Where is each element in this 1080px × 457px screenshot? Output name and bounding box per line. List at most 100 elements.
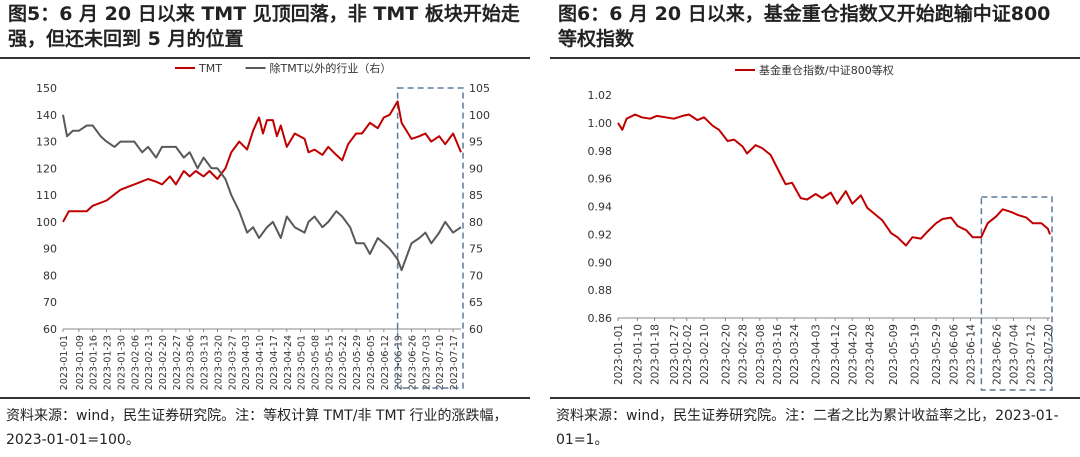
x-tick-label: 2023-03-24 [789, 324, 801, 385]
x-tick-label: 2023-04-24 [283, 335, 294, 390]
y-tick-label-right: 85 [469, 189, 483, 202]
y-tick-label-left: 0.98 [588, 145, 613, 158]
highlight-box [980, 196, 1053, 391]
x-tick-label: 2023-05-08 [310, 335, 321, 390]
source-note: 资料来源：wind，民生证券研究院。注：等权计算 TMT/非 TMT 行业的涨跌… [6, 408, 508, 448]
x-tick-label: 2023-02-13 [144, 335, 155, 390]
x-tick-label: 2023-03-13 [200, 335, 211, 390]
y-tick-label-right: 60 [469, 323, 483, 336]
x-tick-label: 2023-05-19 [910, 324, 922, 385]
x-tick-label: 2023-01-16 [89, 335, 100, 390]
x-tick-label: 2023-06-26 [407, 335, 418, 390]
y-tick-label-right: 90 [469, 162, 483, 175]
chart-panel-fund: 图6：6 月 20 日以来，基金重仓指数又开始跑输中证800 等权指数 0.86… [550, 0, 1080, 457]
x-tick-label: 2023-01-30 [116, 335, 127, 390]
chart-panel-tmt: 图5：6 月 20 日以来 TMT 见顶回落，非 TMT 板块开始走强，但还未回… [0, 0, 530, 457]
x-tick-label: 2023-02-10 [699, 324, 711, 385]
y-tick-label-left: 80 [43, 269, 57, 282]
x-tick-label: 2023-06-12 [380, 335, 391, 390]
x-tick-label: 2023-02-20 [158, 335, 169, 390]
y-tick-label-right: 100 [469, 109, 490, 122]
x-tick-label: 2023-03-16 [772, 324, 784, 385]
y-tick-label-right: 70 [469, 269, 483, 282]
y-tick-label-left: 110 [36, 189, 57, 202]
figure-title: 图5：6 月 20 日以来 TMT 见顶回落，非 TMT 板块开始走强，但还未回… [8, 3, 520, 50]
series-line [617, 113, 1051, 247]
x-tick-label: 2023-06-26 [991, 324, 1003, 385]
x-tick-label: 2023-02-02 [682, 324, 694, 385]
x-tick-label: 2023-04-28 [864, 324, 876, 385]
x-tick-label: 2023-06-06 [948, 324, 960, 385]
tmt-line-chart: 60 70 80 90 100 110 120 130 140 150 60 65 70 75 80 85 90… [36, 61, 490, 390]
x-tick-label: 2023-07-12 [1026, 324, 1038, 385]
x-tick-label: 2023-04-03 [811, 324, 823, 385]
y-tick-label-right: 95 [469, 136, 483, 149]
title-rule [550, 57, 1080, 59]
x-tick-label: 2023-01-27 [669, 324, 681, 385]
y-tick-label-left: 70 [43, 296, 57, 309]
x-tick-label: 2023-04-03 [241, 335, 252, 390]
x-tick-label: 2023-05-15 [324, 335, 335, 390]
highlight-box [396, 87, 464, 389]
y-tick-label-left: 1.00 [588, 117, 613, 130]
x-tick-label: 2023-01-23 [103, 335, 114, 390]
x-tick-label: 2023-07-04 [1008, 324, 1020, 385]
source-rule [0, 397, 530, 399]
y-tick-label-left: 0.96 [588, 173, 613, 186]
x-tick-label: 2023-04-17 [269, 335, 280, 390]
x-tick-label: 2023-05-09 [888, 324, 900, 385]
x-tick-label: 2023-07-20 [1043, 324, 1055, 385]
x-tick-label: 2023-05-22 [338, 335, 349, 390]
title-rule [0, 57, 530, 59]
x-tick-label: 2023-04-10 [255, 335, 266, 390]
x-tick-label: 2023-03-27 [227, 335, 238, 390]
x-tick-label: 2023-03-20 [213, 335, 224, 390]
series-line [62, 114, 462, 272]
y-tick-label-right: 65 [469, 296, 483, 309]
x-tick-label: 2023-02-06 [130, 335, 141, 390]
x-tick-label: 2023-07-17 [449, 335, 460, 390]
y-tick-label-left: 0.88 [588, 284, 613, 297]
x-tick-label: 2023-01-09 [75, 335, 86, 390]
series-line [62, 100, 462, 223]
y-tick-label-right: 105 [469, 82, 490, 95]
x-tick-label: 2023-04-12 [830, 324, 842, 385]
x-tick-label: 2023-01-01 [59, 335, 70, 390]
source-rule [550, 397, 1080, 399]
y-tick-label-left: 90 [43, 243, 57, 256]
y-tick-label-left: 150 [36, 82, 57, 95]
legend-label: 基金重仓指数/中证800等权 [759, 63, 894, 77]
x-tick-label: 2023-05-29 [352, 335, 363, 390]
x-tick-label: 2023-03-06 [186, 335, 197, 390]
y-tick-label-left: 120 [36, 162, 57, 175]
y-tick-label-left: 0.94 [588, 201, 613, 214]
x-tick-label: 2023-05-01 [297, 335, 308, 390]
x-tick-label: 2023-04-20 [847, 324, 859, 385]
y-tick-label-left: 1.02 [588, 89, 613, 102]
x-tick-label: 2023-05-29 [931, 324, 943, 385]
y-tick-label-left: 100 [36, 216, 57, 229]
y-tick-label-right: 80 [469, 216, 483, 229]
x-tick-label: 2023-01-18 [650, 324, 662, 385]
x-tick-label: 2023-02-20 [720, 324, 732, 385]
legend-label: TMT [198, 62, 222, 75]
x-tick-label: 2023-07-03 [421, 335, 432, 390]
x-tick-label: 2023-06-14 [965, 324, 977, 385]
x-tick-label: 2023-03-08 [755, 324, 767, 385]
x-tick-label: 2023-06-19 [394, 335, 405, 390]
x-tick-label: 2023-02-27 [172, 335, 183, 390]
y-tick-label-left: 0.90 [588, 256, 613, 269]
figure-title: 图6：6 月 20 日以来，基金重仓指数又开始跑输中证800 等权指数 [558, 3, 1051, 50]
x-tick-label: 2023-06-05 [366, 335, 377, 390]
x-tick-label: 2023-01-10 [632, 324, 644, 385]
y-tick-label-left: 60 [43, 323, 57, 336]
fund-ratio-line-chart: 0.86 0.88 0.90 0.92 0.94 0.96 0.98 1.00 1.02 2023… [588, 63, 1055, 391]
y-tick-label-left: 0.92 [588, 228, 613, 241]
x-tick-label: 2023-01-01 [613, 324, 625, 385]
source-note: 资料来源：wind，民生证券研究院。注：二者之比为累计收益率之比，2023-01… [556, 408, 1059, 448]
legend-label: 除TMT以外的行业（右） [270, 61, 392, 75]
y-tick-label-left: 140 [36, 109, 57, 122]
y-tick-label-left: 0.86 [588, 312, 613, 325]
x-tick-label: 2023-07-10 [435, 335, 446, 390]
y-tick-label-right: 75 [469, 243, 483, 256]
